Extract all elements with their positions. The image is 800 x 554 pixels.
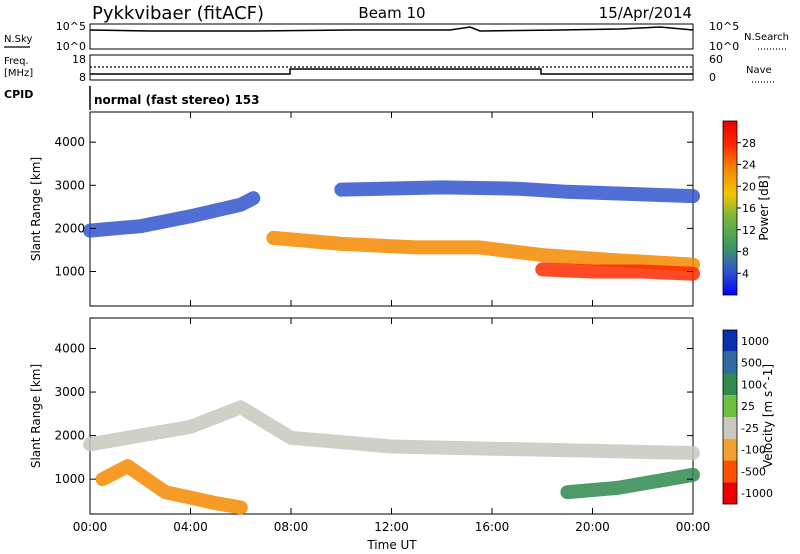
power-cbar-tick-label: 8 [742, 246, 749, 259]
velocity-cbar-block [723, 351, 737, 374]
velocity-echo-band [83, 400, 700, 460]
date-title: 15/Apr/2014 [599, 4, 692, 22]
power-echo-band [266, 230, 700, 272]
power-ylabel: Slant Range [km] [29, 157, 43, 261]
velocity-plot-frame [89, 317, 694, 515]
velocity-ytick-label: 1000 [54, 472, 85, 486]
beam-title: Beam 10 [358, 4, 425, 22]
velocity-cbar-tick-label: 25 [741, 400, 755, 413]
velocity-cbar-block [723, 395, 737, 417]
velocity-panel: 1000 2000 3000 4000 Slant Range [km] 1000 50… [29, 317, 775, 515]
nsky-tick-bottom: 10^0 [56, 40, 86, 53]
nsearch-tick-bottom: 10^0 [709, 40, 739, 53]
velocity-cbar-block [723, 373, 737, 396]
power-cbar-tick-label: 12 [742, 224, 756, 237]
power-colorbar-label: Power [dB] [757, 175, 771, 240]
velocity-cbar-block [723, 330, 737, 352]
power-cbar-tick-label: 24 [742, 159, 756, 172]
x-tick-label: 20:00 [575, 520, 610, 534]
power-echo-band [535, 262, 700, 281]
velocity-colorbar-label: Velocity [m s^-1] [761, 364, 775, 468]
velocity-ytick-label: 3000 [54, 385, 85, 399]
velocity-cbar-tick-label: -500 [741, 465, 766, 478]
velocity-ytick-label: 2000 [54, 429, 85, 443]
power-cbar-tick-label: 20 [742, 180, 756, 193]
freq-unit: [MHz] [4, 68, 33, 79]
power-cbar-tick-label: 28 [742, 137, 756, 150]
velocity-ytick-label: 4000 [54, 341, 85, 355]
power-ytick-label: 2000 [54, 221, 85, 235]
x-tick-label: 04:00 [173, 520, 208, 534]
nsearch-label: N.Search [744, 32, 789, 43]
nave-tick-top: 60 [709, 53, 723, 66]
freq-tick-bottom: 8 [79, 71, 86, 84]
nave-label: Nave [746, 65, 772, 76]
power-echo-band [334, 180, 700, 204]
nsky-panel [89, 23, 694, 50]
velocity-echo-band [95, 459, 248, 515]
x-tick-label: 00:00 [73, 520, 108, 534]
velocity-cbar-tick-label: 1000 [741, 335, 769, 348]
x-tick-label: 08:00 [274, 520, 309, 534]
power-cbar-tick-label: 4 [742, 267, 749, 280]
velocity-cbar-block [723, 482, 737, 504]
velocity-echo-band [560, 467, 700, 500]
power-ytick-label: 4000 [54, 135, 85, 149]
power-echo-band [83, 191, 261, 238]
station-title: Pykkvibaer (fitACF) [92, 3, 264, 24]
power-ytick-label: 1000 [54, 265, 85, 279]
velocity-cbar-block [723, 460, 737, 483]
velocity-cbar-tick-label: 500 [741, 357, 762, 370]
power-colorbar [722, 120, 738, 296]
velocity-cbar-tick-label: -25 [741, 422, 759, 435]
velocity-cbar-tick-label: -100 [741, 444, 766, 457]
cpid-text: normal (fast stereo) 153 [94, 93, 260, 107]
cpid-label: CPID [4, 88, 33, 101]
x-tick-label: 00:00 [676, 520, 711, 534]
power-cbar-tick-label: 16 [742, 202, 756, 215]
velocity-cbar-tick-label: -1000 [741, 487, 773, 500]
freq-tick-top: 18 [72, 53, 86, 66]
freq-line [90, 68, 693, 75]
velocity-colorbar-frame [722, 329, 738, 505]
power-panel: 1000 2000 3000 4000 Slant Range [km] 28 24 20… [29, 111, 771, 307]
freq-label: Freq. [4, 56, 29, 67]
nsky-label: N.Sky [4, 34, 32, 45]
velocity-ylabel: Slant Range [km] [29, 364, 43, 468]
nsearch-tick-top: 10^5 [709, 20, 739, 33]
x-tick-label: 16:00 [475, 520, 510, 534]
power-ytick-label: 3000 [54, 178, 85, 192]
nsky-tick-top: 10^5 [56, 20, 86, 33]
velocity-cbar-tick-label: 100 [741, 378, 762, 391]
x-axis-label: Time UT [366, 538, 417, 552]
nsky-line [89, 26, 694, 32]
x-tick-label: 12:00 [374, 520, 409, 534]
nave-tick-bottom: 0 [709, 71, 716, 84]
velocity-cbar-block [723, 417, 737, 439]
velocity-cbar-block [723, 438, 737, 461]
